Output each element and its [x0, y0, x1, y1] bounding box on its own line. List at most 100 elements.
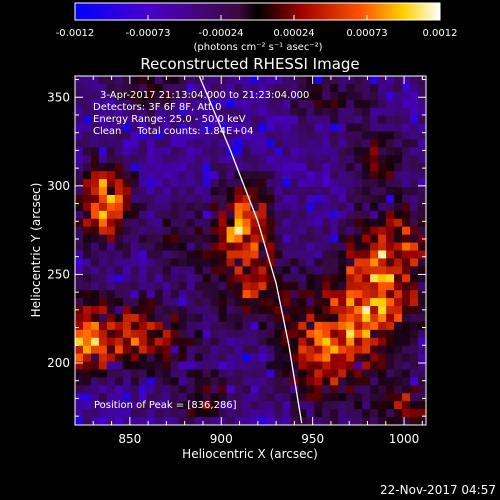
heatmap-cell [250, 345, 260, 355]
heatmap-cell [154, 393, 164, 402]
heatmap-cell [210, 187, 220, 196]
heatmap-cell [314, 274, 323, 283]
heatmap-cell [298, 218, 307, 228]
heatmap-cell [338, 242, 347, 252]
heatmap-cell [218, 337, 228, 347]
heatmap-cell [346, 361, 355, 371]
heatmap-cell [122, 369, 132, 379]
heatmap-cell [162, 147, 172, 156]
heatmap-cell [258, 290, 268, 299]
heatmap-cell [162, 107, 172, 117]
heatmap-cell [282, 377, 291, 386]
heatmap-cell [75, 385, 84, 394]
heatmap-cell [194, 369, 204, 379]
heatmap-cell [370, 99, 379, 109]
heatmap-cell [90, 179, 100, 188]
heatmap-cell [274, 226, 284, 236]
heatmap-cell [154, 99, 164, 109]
heatmap-cell [354, 385, 363, 394]
heatmap-cell [218, 409, 228, 418]
heatmap-cell [306, 329, 315, 339]
heatmap-cell [138, 226, 148, 236]
heatmap-cell [266, 187, 276, 196]
heatmap-cell [106, 187, 116, 196]
heatmap-cell [210, 202, 220, 212]
heatmap-cell [370, 290, 379, 299]
heatmap-cell [418, 123, 426, 133]
heatmap-cell [386, 393, 395, 402]
heatmap-cell [266, 266, 276, 275]
heatmap-cell [242, 266, 252, 275]
heatmap-cell [338, 83, 347, 93]
heatmap-cell [282, 210, 291, 220]
heatmap-cell [138, 242, 148, 252]
heatmap-cell [322, 202, 331, 212]
y-tick-label: 200 [47, 356, 70, 370]
heatmap-cell [218, 242, 228, 252]
heatmap-cell [154, 226, 164, 236]
heatmap-cell [402, 321, 411, 331]
heatmap-cell [322, 313, 331, 323]
heatmap-cell [258, 266, 268, 275]
heatmap-cell [90, 274, 100, 283]
heatmap-cell [226, 179, 236, 188]
heatmap-cell [282, 99, 291, 109]
heatmap-cell [210, 242, 220, 252]
heatmap-cell [298, 123, 307, 133]
heatmap-cell [194, 266, 204, 275]
heatmap-cell [186, 290, 196, 299]
heatmap-cell [90, 266, 100, 275]
heatmap-cell [370, 218, 379, 228]
heatmap-cell [378, 179, 387, 188]
heatmap-cell [82, 337, 92, 347]
heatmap-cell [266, 179, 276, 188]
heatmap-cell [242, 179, 252, 188]
heatmap-cell [242, 313, 252, 323]
heatmap-cell [274, 282, 284, 291]
heatmap-cell [258, 337, 268, 347]
heatmap-cell [75, 76, 84, 85]
heatmap-cell [338, 99, 347, 109]
heatmap-cell [322, 385, 331, 394]
heatmap-cell [154, 417, 164, 425]
heatmap-cell [202, 163, 212, 172]
heatmap-cell [162, 250, 172, 260]
heatmap-cell [290, 266, 299, 275]
heatmap-cell [178, 250, 188, 260]
heatmap-cell [282, 194, 291, 204]
heatmap-cell [290, 210, 299, 220]
heatmap-cell [98, 179, 108, 188]
heatmap-cell [362, 194, 371, 204]
heatmap-cell [386, 266, 395, 275]
heatmap-cell [210, 313, 220, 323]
heatmap-cell [266, 242, 276, 252]
heatmap-cell [314, 250, 323, 260]
heatmap-cell [314, 139, 323, 148]
heatmap-cell [242, 385, 252, 394]
heatmap-cell [146, 321, 156, 331]
heatmap-cell [210, 139, 220, 148]
heatmap-cell [234, 139, 244, 148]
heatmap-cell [410, 115, 419, 125]
heatmap-cell [386, 401, 395, 410]
heatmap-cell [194, 409, 204, 418]
heatmap-cell [218, 298, 228, 307]
heatmap-cell [138, 353, 148, 363]
heatmap-cell [162, 345, 172, 355]
heatmap-cell [138, 218, 148, 228]
heatmap-cell [234, 290, 244, 299]
heatmap-cell [410, 361, 419, 371]
heatmap-cell [354, 147, 363, 156]
heatmap-cell [274, 187, 284, 196]
heatmap-cell [146, 91, 156, 101]
heatmap-cell [402, 155, 411, 164]
heatmap-cell [306, 417, 315, 425]
heatmap-cell [218, 345, 228, 355]
heatmap-cell [122, 337, 132, 347]
heatmap-cell [362, 298, 371, 307]
heatmap-cell [306, 258, 315, 267]
heatmap-cell [338, 202, 347, 212]
heatmap-cell [242, 369, 252, 379]
heatmap-cell [394, 282, 403, 291]
heatmap-cell [210, 179, 220, 188]
